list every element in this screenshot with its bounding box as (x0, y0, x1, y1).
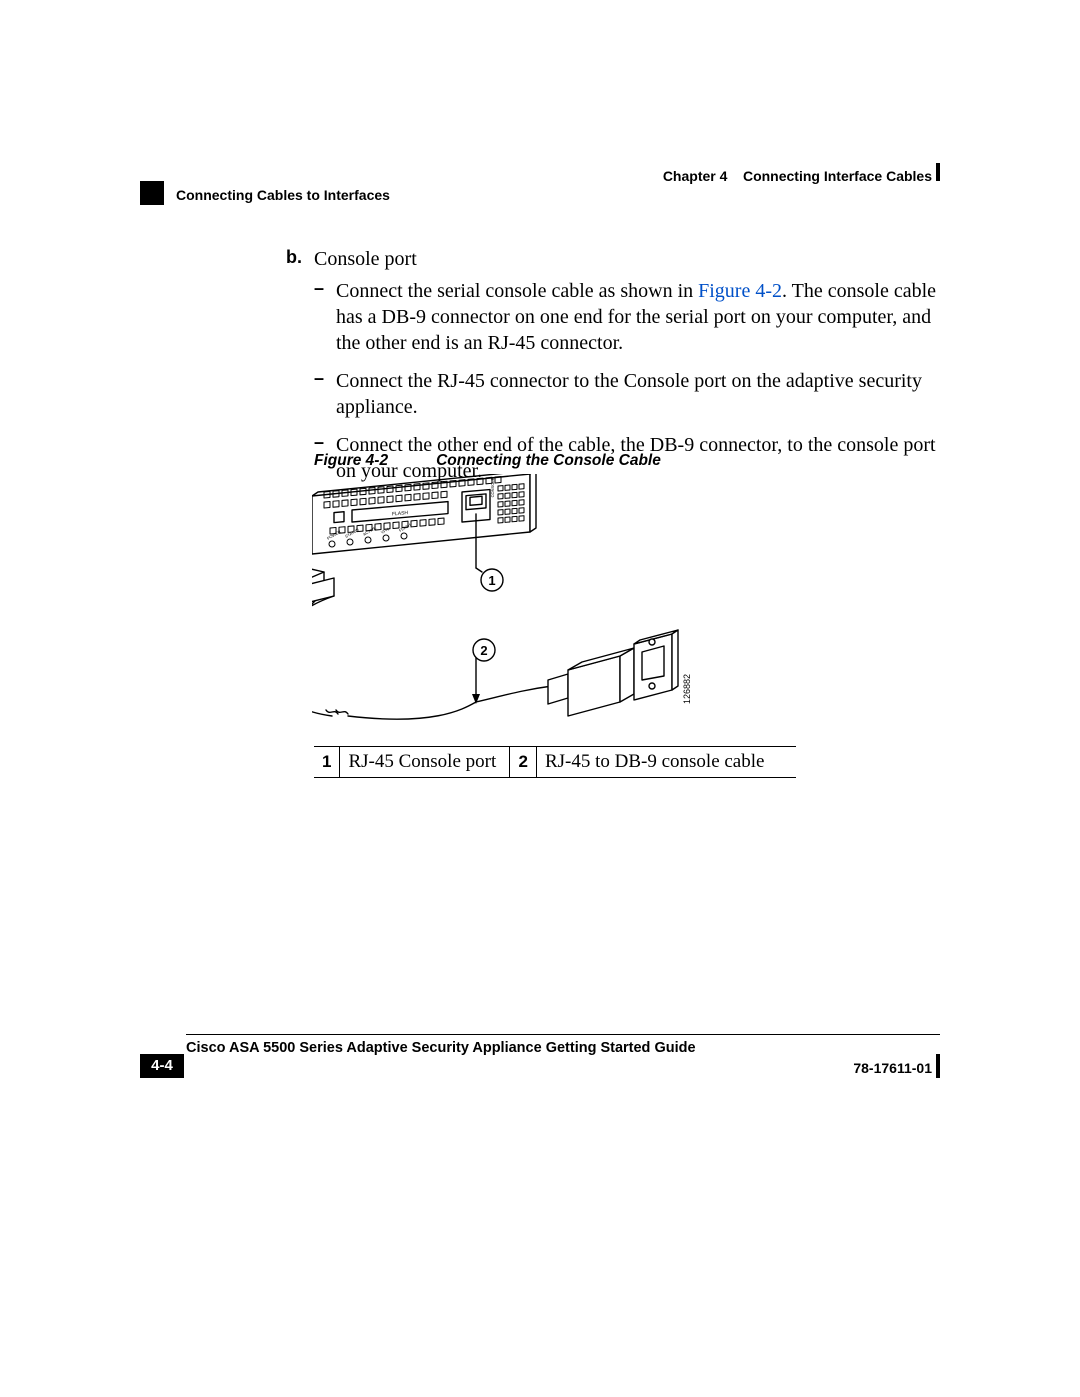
legend-text: RJ-45 Console port (340, 747, 510, 778)
bullet-dash-icon: – (314, 278, 336, 356)
legend-text: RJ-45 to DB-9 console cable (536, 747, 796, 778)
callout-1: 1 (488, 573, 495, 588)
bullet-item: – Connect the serial console cable as sh… (314, 278, 946, 356)
figure-legend-table: 1 RJ-45 Console port 2 RJ-45 to DB-9 con… (314, 746, 796, 778)
figure-reference-link[interactable]: Figure 4-2 (698, 280, 782, 302)
step-b: b. Console port (286, 246, 946, 272)
page: Chapter 4 Connecting Interface Cables Co… (0, 0, 1080, 1397)
bullet-dash-icon: – (314, 368, 336, 420)
table-row: 1 RJ-45 Console port 2 RJ-45 to DB-9 con… (314, 747, 796, 778)
footer-doc-number: 78-17611-01 (853, 1060, 932, 1076)
footer-rule (186, 1034, 940, 1035)
bullet-item: – Connect the RJ-45 connector to the Con… (314, 368, 946, 420)
footer-crop-mark-right (936, 1054, 940, 1078)
legend-num: 2 (510, 747, 536, 778)
legend-num: 1 (314, 747, 340, 778)
running-head-left: Connecting Cables to Interfaces (176, 187, 390, 203)
chapter-label: Chapter 4 (663, 168, 728, 184)
footer-page-number: 4-4 (140, 1054, 184, 1078)
header-crop-mark-right (936, 163, 940, 181)
svg-text:CONSOLE: CONSOLE (490, 477, 495, 497)
bullet-text: Connect the serial console cable as show… (336, 278, 946, 356)
running-head-right: Chapter 4 Connecting Interface Cables (663, 168, 932, 184)
figure-caption: Figure 4-2 Connecting the Console Cable (314, 452, 661, 470)
step-title: Console port (314, 246, 946, 272)
figure-number: Figure 4-2 (314, 452, 388, 469)
bullet-text: Connect the RJ-45 connector to the Conso… (336, 368, 946, 420)
chapter-title: Connecting Interface Cables (743, 168, 932, 184)
header-crop-mark-left (140, 181, 164, 205)
callout-2: 2 (480, 643, 487, 658)
figure-4-2: FLASH CONSOLE (312, 474, 722, 734)
step-marker: b. (286, 246, 314, 272)
bullet-pre: Connect the serial console cable as show… (336, 280, 698, 302)
figure-title: Connecting the Console Cable (436, 452, 661, 469)
footer-book-title: Cisco ASA 5500 Series Adaptive Security … (186, 1040, 696, 1056)
figure-id-label: 126882 (682, 674, 692, 704)
